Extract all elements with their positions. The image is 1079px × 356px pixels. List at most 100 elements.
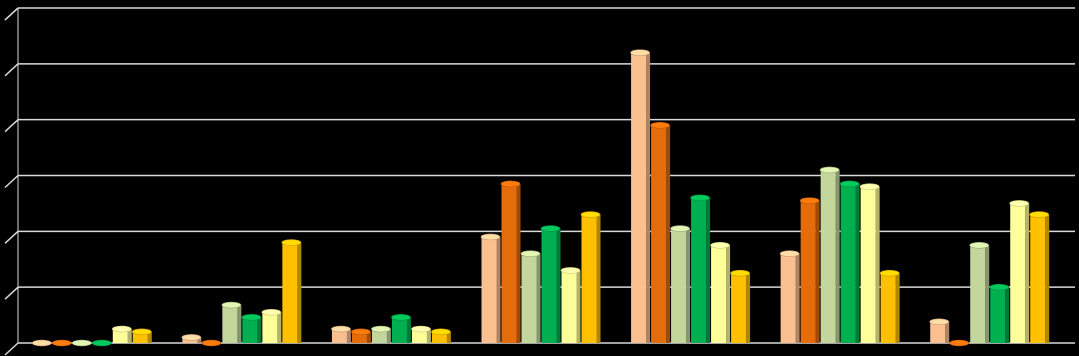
bar (731, 273, 747, 343)
bar-side (257, 317, 262, 343)
bar-side (366, 331, 371, 343)
bar-cap (201, 339, 222, 347)
bar (1030, 214, 1046, 343)
bar (411, 329, 427, 343)
bar (331, 329, 347, 343)
bar-cap (730, 269, 750, 277)
bar-cap (71, 339, 92, 347)
bar-cap (111, 325, 132, 333)
bar-cap (51, 339, 72, 347)
bar-cap (879, 269, 900, 277)
grid-edge (4, 174, 19, 189)
bar (970, 245, 986, 343)
bar-cap (710, 241, 730, 249)
bar-cap (949, 339, 970, 347)
bar-cap (181, 334, 202, 341)
bar-side (127, 329, 132, 343)
bar-side (516, 183, 521, 343)
bar-side (746, 273, 751, 343)
grid-edge (4, 342, 19, 356)
bar (561, 270, 577, 343)
grid-edge (4, 63, 19, 77)
bar-cap (281, 239, 302, 246)
bar (431, 331, 447, 343)
bar-cap (331, 325, 351, 333)
bar-side (536, 253, 541, 343)
bar (820, 169, 836, 343)
bar-cap (431, 328, 451, 336)
bar (391, 317, 407, 343)
bar (521, 253, 537, 343)
bar (262, 312, 278, 343)
bar (880, 273, 896, 343)
bar-cap (540, 225, 561, 232)
grid-edge (4, 119, 19, 133)
bar-side (835, 169, 840, 343)
bar-side (446, 331, 451, 343)
bar-cap (969, 241, 990, 249)
bar-cap (411, 325, 431, 333)
bar-cap (819, 166, 840, 174)
bar-side (596, 214, 601, 343)
bar (112, 329, 128, 343)
bar-side (666, 125, 671, 343)
bar-cap (351, 328, 371, 336)
bar (631, 52, 647, 344)
bar-cap (391, 314, 411, 321)
bar-cap (371, 325, 391, 333)
bar-side (147, 331, 152, 343)
bar (1010, 203, 1026, 343)
bar-side (855, 183, 860, 343)
bar-cap (91, 339, 112, 347)
bar-side (985, 245, 990, 343)
bar (780, 253, 796, 343)
bar-side (277, 312, 282, 343)
bar-cap (480, 233, 501, 241)
bar-cap (1009, 200, 1030, 207)
bar-cap (929, 318, 950, 326)
bar-cap (839, 180, 860, 188)
bar (541, 228, 557, 343)
bar (371, 329, 387, 343)
bar-side (297, 242, 302, 343)
bar (651, 125, 667, 343)
bar (222, 305, 238, 343)
bar-side (646, 52, 651, 344)
bar (930, 321, 946, 343)
bar-side (706, 197, 711, 343)
bar-cap (1029, 211, 1050, 218)
bar-side (795, 253, 800, 343)
bar (581, 214, 597, 343)
bar (351, 331, 367, 343)
bar-side (1045, 214, 1050, 343)
bar-side (496, 236, 501, 343)
bar-cap (500, 180, 521, 188)
bar-cap (690, 194, 710, 202)
bar-side (406, 317, 411, 343)
bar-side (815, 200, 820, 343)
bar-cap (779, 250, 800, 257)
bar-cap (261, 308, 282, 316)
bar (481, 236, 497, 343)
bar-cap (560, 267, 581, 274)
grid-edge (4, 7, 19, 21)
bar-cap (859, 183, 880, 190)
bar-side (386, 329, 391, 343)
bar-side (726, 245, 731, 343)
bar-side (945, 321, 950, 343)
bar-side (556, 228, 561, 343)
bar-side (875, 186, 880, 343)
bar-cap (799, 197, 820, 204)
bar-side (1025, 203, 1030, 343)
bar (711, 245, 727, 343)
bar (282, 242, 298, 343)
bar-cap (221, 301, 242, 309)
bar (840, 183, 856, 343)
bar-cap (630, 49, 650, 56)
bar (132, 331, 148, 343)
grid-edge (4, 230, 19, 244)
bar-cap (241, 314, 262, 321)
bar-cap (670, 225, 690, 232)
bar-side (197, 337, 202, 343)
